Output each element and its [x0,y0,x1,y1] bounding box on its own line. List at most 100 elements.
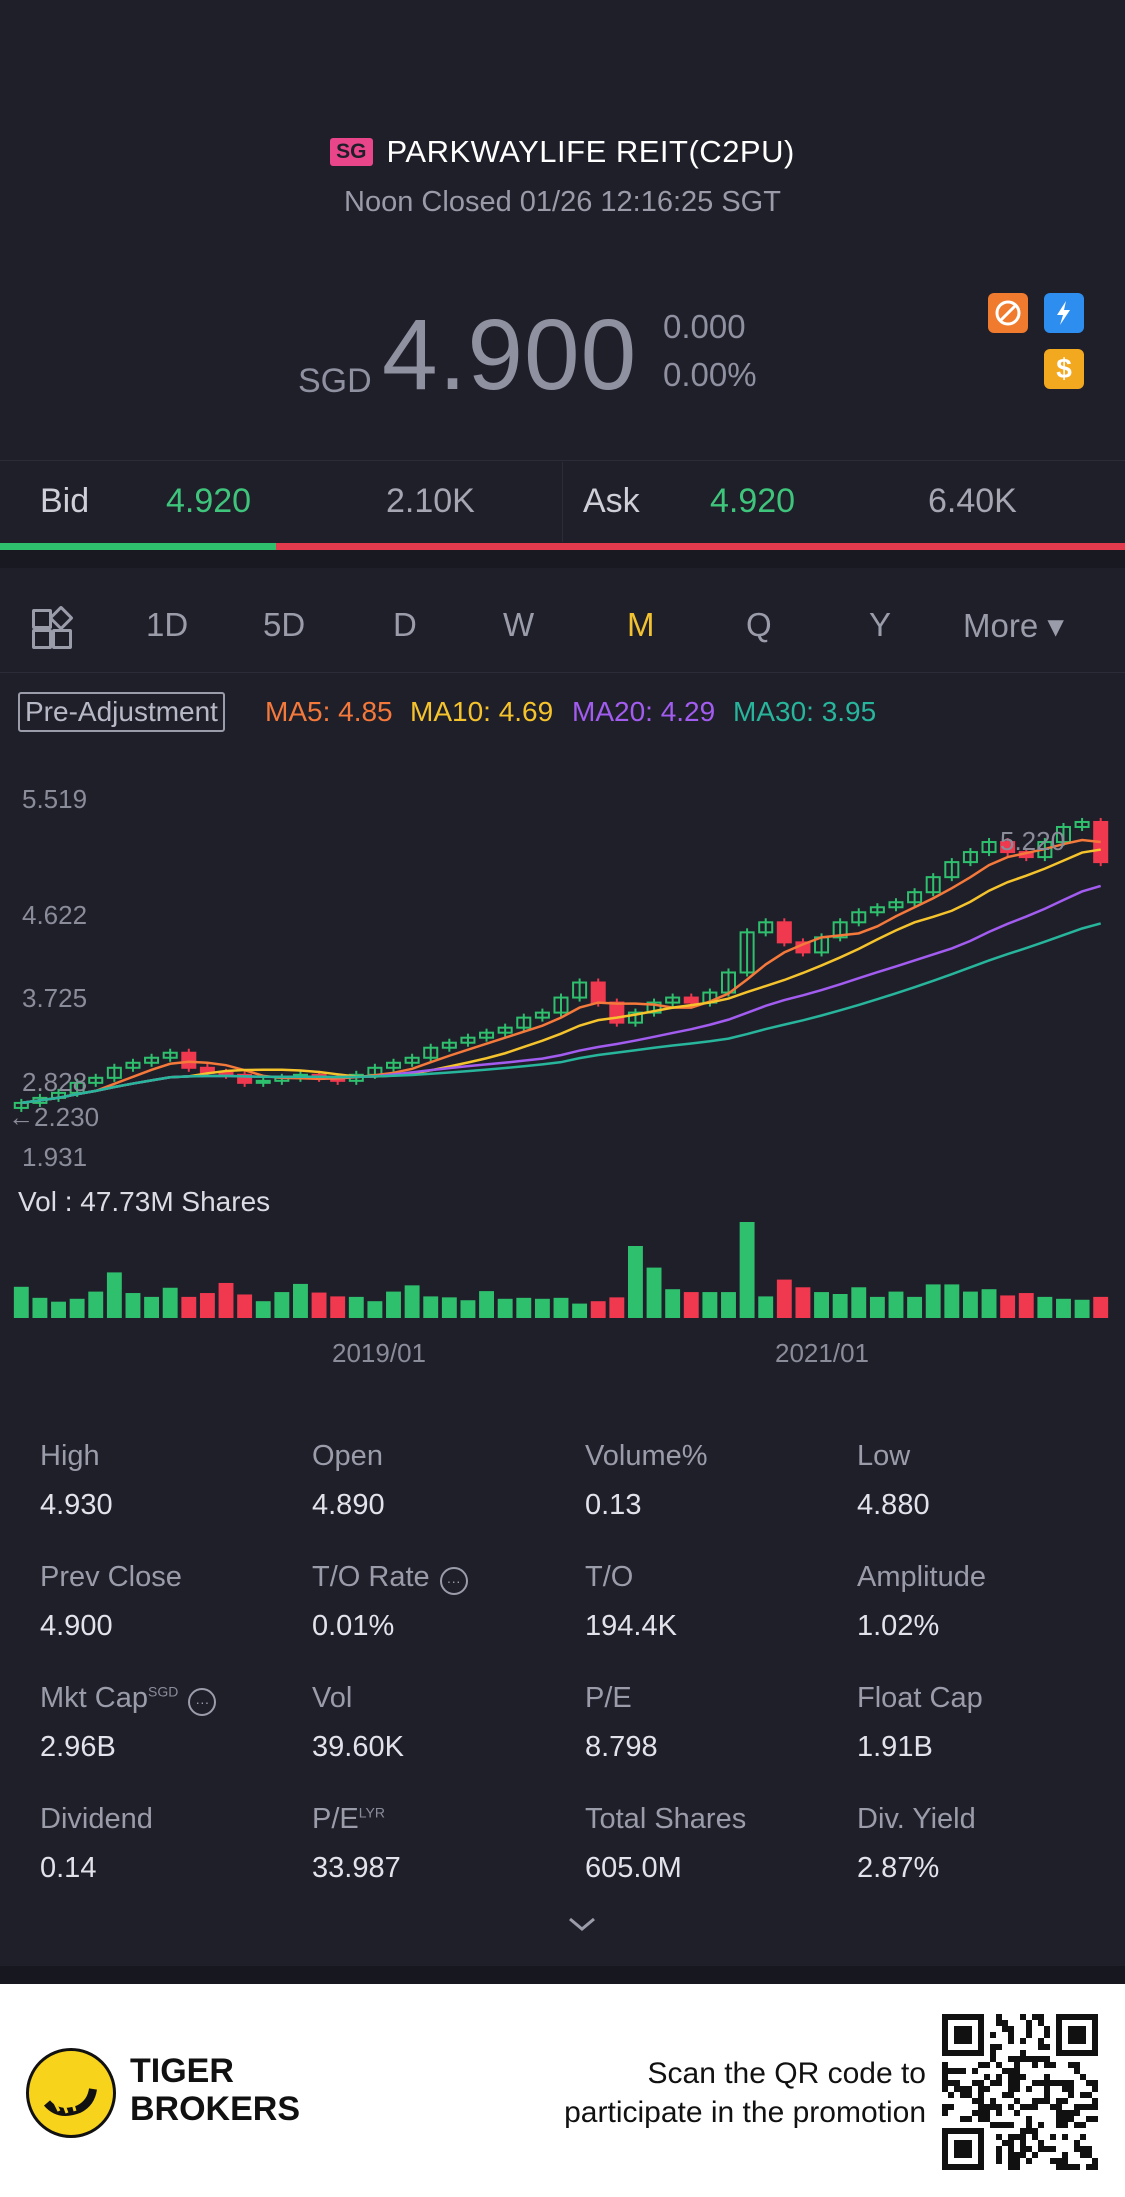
candle [907,891,923,904]
bid-label: Bid [40,482,90,520]
candle [553,996,569,1014]
tab-w[interactable]: W [503,606,535,643]
stock-title: PARKWAYLIFE REIT(C2PU) [386,134,795,169]
stat-value: 0.01% [312,1610,395,1642]
y-tick-label: 4.622 [22,900,88,930]
volume-bar [367,1301,383,1318]
tab-y[interactable]: Y [869,606,892,643]
tab-q[interactable]: Q [746,606,772,643]
price-chart[interactable] [0,760,1125,1360]
ma20-value: MA20: 4.29 [572,696,716,727]
lightning-icon[interactable] [1044,293,1084,333]
volume-bar [69,1298,85,1318]
y-tick-label: 5.519 [22,784,88,814]
stat-superscript: LYR [358,1804,385,1821]
price-change-percent: 0.00% [663,356,757,393]
volume-bar [479,1291,495,1318]
tab-d[interactable]: D [393,606,417,643]
volume-bar [683,1292,699,1318]
volume-bar [721,1292,736,1318]
stat-label: P/E [585,1682,632,1714]
stat-label: Total Shares [585,1803,747,1835]
candle [832,921,848,939]
volume-bar [386,1291,401,1318]
volume-bar [1037,1296,1053,1318]
stat-value: 605.0M [585,1852,682,1884]
candle [609,1001,625,1024]
volume-bar [181,1296,197,1318]
no-short-icon[interactable] [988,293,1028,333]
stat-superscript: SGD [147,1683,179,1700]
volume-bar [1018,1293,1034,1318]
volume-bar [814,1292,829,1318]
currency-label: SGD [298,362,372,400]
tab-more[interactable]: More ▾ [963,607,1064,644]
volume-bar [776,1279,792,1318]
volume-bar [981,1289,997,1318]
bid-ask-panel [0,460,1125,545]
candle [218,1071,234,1076]
candle [758,921,774,934]
stat-value: 39.60K [312,1731,404,1763]
volume-bar [162,1287,178,1318]
market-badge: SG [330,138,373,166]
bid-ask-divider [562,462,563,542]
candle [869,906,885,914]
candle [404,1056,420,1064]
volume-bar [144,1296,160,1318]
low-marker-label: ←2.230 [8,1102,100,1132]
high-marker-label: 5.220 [1000,826,1066,856]
volume-bar [255,1301,271,1318]
stat-value: 0.13 [585,1489,642,1521]
volume-bar [199,1293,215,1318]
stat-value: 4.930 [40,1489,113,1521]
volume-bar [1093,1296,1109,1318]
candle [88,1076,104,1084]
brand-name-line1: TIGER [130,2052,234,2090]
layout-grid-icon[interactable] [32,605,74,649]
promo-text-line2: participate in the promotion [564,2096,926,2129]
stat-label: Mkt CapSGD··· [40,1682,217,1716]
ma5-line [21,838,1101,1105]
candle [981,841,997,854]
ma10-value: MA10: 4.69 [410,696,554,727]
expand-chevron-icon[interactable] [566,1914,598,1939]
ma30-value: MA30: 3.95 [733,696,877,727]
candle [665,996,681,1004]
y-tick-label: 3.725 [22,983,88,1013]
volume-bar [460,1300,476,1318]
tab-5d[interactable]: 5D [263,606,306,643]
candle [497,1026,513,1034]
market-status: Noon Closed 01/26 12:16:25 SGT [344,186,781,218]
candle [1074,820,1090,828]
volume-bar [237,1294,253,1318]
candle [237,1073,253,1084]
volume-bar [795,1287,811,1318]
volume-bar [851,1287,867,1318]
stat-label: Open [312,1440,383,1472]
tab-m[interactable]: M [627,606,655,643]
dollar-icon[interactable]: $ [1044,349,1084,389]
candle [385,1061,402,1069]
y-tick-label: 2.828 [22,1067,88,1097]
candle [125,1061,141,1069]
section-separator [0,550,1125,568]
bid-price: 4.920 [166,482,252,520]
stat-label: T/O [585,1561,634,1593]
stat-label: Low [857,1440,911,1472]
stat-label: High [40,1440,100,1472]
volume-bar [665,1289,681,1318]
stat-value: 8.798 [585,1731,658,1763]
candle [739,931,755,974]
pre-adjustment-button[interactable]: Pre-Adjustment [18,692,225,732]
candle [479,1031,495,1039]
volume-bar [32,1297,48,1318]
stat-value: 0.14 [40,1852,97,1884]
tab-1d[interactable]: 1D [146,606,189,643]
stock-title-row: SG PARKWAYLIFE REIT(C2PU) [0,130,1125,174]
footer-divider [0,1966,1125,1984]
candle [572,981,588,999]
info-icon[interactable]: ··· [439,1567,468,1595]
info-icon[interactable]: ··· [188,1688,217,1716]
stat-value: 1.91B [857,1731,933,1763]
